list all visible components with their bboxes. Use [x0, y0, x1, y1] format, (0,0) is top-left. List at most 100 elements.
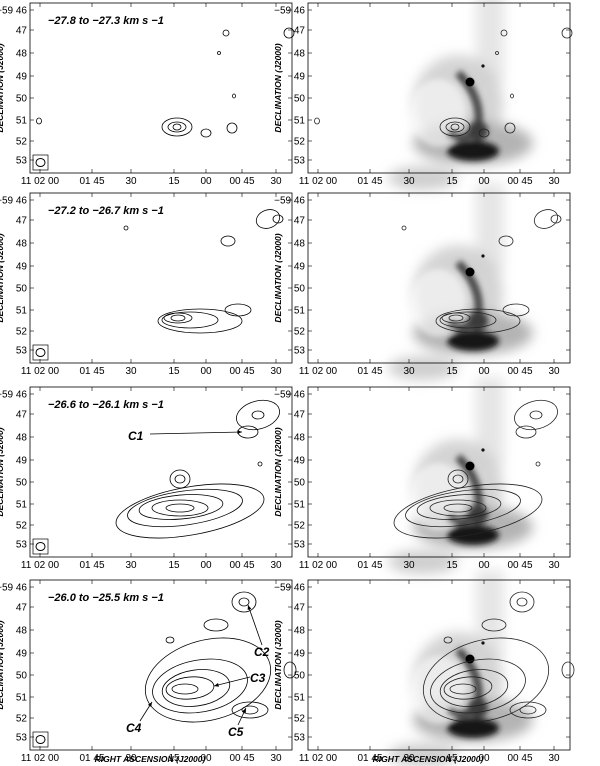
dec-tick-label: −59 46 [274, 6, 305, 17]
annotation-arrowhead [214, 682, 219, 687]
intensity-contour [495, 51, 499, 55]
dec-tick-label: 49 [294, 72, 306, 83]
greyscale-nebula [388, 0, 533, 190]
ra-tick-label: 11 02 00 [21, 560, 60, 571]
intensity-contour [217, 51, 221, 55]
ra-tick-label: 30 [125, 560, 137, 571]
intensity-contour [441, 312, 471, 324]
clump-label-c5: C5 [228, 725, 244, 739]
intensity-contour [435, 308, 521, 334]
intensity-contour [138, 494, 224, 520]
panel-r1-overlay [307, 0, 573, 190]
dec-tick-label: −59 46 [0, 583, 27, 594]
intensity-contour [157, 308, 243, 334]
ra-tick-label: 11 02 00 [21, 176, 60, 187]
panel-frame [307, 2, 571, 174]
dec-tick-label: 50 [16, 478, 28, 489]
intensity-contour [452, 474, 464, 484]
intensity-contour [165, 503, 195, 513]
intensity-contour [283, 661, 297, 679]
intensity-contour [220, 235, 236, 247]
panel-r2-overlay [307, 183, 571, 380]
ra-tick-label: 00 45 [507, 366, 532, 377]
x-axis-label: RIGHT ASCENSION (J2000) [373, 754, 484, 764]
intensity-contour [533, 209, 559, 229]
panel-frame [29, 2, 293, 174]
ra-tick-label: 30 [125, 753, 137, 764]
dec-tick-label: 53 [294, 540, 306, 551]
ra-tick-label: 15 [168, 753, 180, 764]
dec-tick-label: 49 [16, 262, 28, 273]
intensity-contour [257, 461, 263, 467]
dec-tick-label: 48 [16, 49, 28, 60]
ra-tick-label: 30 [548, 560, 560, 571]
dec-tick-label: 49 [16, 456, 28, 467]
dec-tick-label: 48 [294, 49, 306, 60]
ra-tick-label: 01 45 [79, 176, 104, 187]
ra-tick-label: 30 [403, 176, 415, 187]
intensity-contour [165, 636, 175, 644]
ra-tick-label: 01 45 [357, 366, 382, 377]
intensity-contour [170, 314, 186, 322]
ra-tick-label: 11 02 00 [299, 366, 338, 377]
dec-tick-label: 51 [16, 693, 28, 704]
beam-box [32, 731, 49, 748]
intensity-contour [515, 425, 537, 439]
panel-frame [307, 579, 571, 751]
ra-tick-label: 11 02 00 [21, 366, 60, 377]
intensity-contour [224, 303, 252, 317]
dec-tick-label: 52 [16, 137, 28, 148]
intensity-contour [231, 701, 269, 719]
intensity-contour [429, 499, 487, 517]
velocity-label: −26.6 to −26.1 km s −1 [48, 399, 164, 411]
annotation-arrow-line [247, 604, 263, 646]
dec-tick-label: 47 [16, 410, 28, 421]
dec-tick-label: 50 [294, 284, 306, 295]
intensity-contour [498, 235, 514, 247]
intensity-contour [283, 27, 295, 39]
annotation-arrowhead [147, 702, 152, 707]
annotation-arrow-line [149, 431, 243, 435]
ra-tick-label: 30 [548, 366, 560, 377]
dec-tick-label: 53 [16, 156, 28, 167]
x-axis-label: RIGHT ASCENSION (J2000) [95, 754, 206, 764]
intensity-contour [504, 122, 516, 134]
intensity-contour [448, 314, 464, 322]
dec-tick-label: 53 [16, 346, 28, 357]
intensity-contour [443, 503, 473, 513]
ra-tick-label: 30 [270, 366, 282, 377]
y-axis-label: DECLINATION (J2000) [273, 620, 283, 709]
intensity-contour [169, 469, 191, 489]
ra-tick-label: 15 [168, 176, 180, 187]
dec-tick-label: 47 [294, 216, 306, 227]
intensity-contour [123, 225, 129, 231]
panel-frame [307, 386, 571, 558]
intensity-contour [36, 117, 42, 125]
beam-box [32, 154, 49, 171]
annotation-arrowhead [247, 605, 252, 610]
dec-tick-label: −59 46 [274, 583, 305, 594]
dec-tick-label: 48 [16, 433, 28, 444]
intensity-contour [167, 121, 187, 133]
panel-frame [29, 579, 293, 751]
dec-tick-label: −59 46 [0, 196, 27, 207]
intensity-contour [443, 676, 493, 700]
intensity-contour [238, 597, 250, 607]
intensity-contour [450, 123, 460, 131]
beam-ellipse [35, 735, 46, 744]
intensity-contour [165, 676, 215, 700]
greyscale-nebula [388, 570, 533, 766]
dec-tick-label: 47 [294, 410, 306, 421]
annotation-arrow-line [213, 676, 251, 687]
intensity-contour [439, 669, 509, 707]
ra-tick-label: 00 45 [507, 753, 532, 764]
intensity-contour [203, 618, 229, 632]
dec-tick-label: −59 46 [274, 196, 305, 207]
dec-tick-label: 51 [294, 306, 306, 317]
labels-layer: −59 46 47 48 49 50 51 52 53 DECLINATION (J2000) 1… [0, 6, 560, 765]
intensity-contour [510, 93, 514, 99]
ra-tick-label: 30 [125, 366, 137, 377]
y-axis-label: DECLINATION (J2000) [0, 427, 5, 516]
ra-tick-label: 00 [478, 176, 490, 187]
ra-tick-label: 01 45 [357, 753, 382, 764]
